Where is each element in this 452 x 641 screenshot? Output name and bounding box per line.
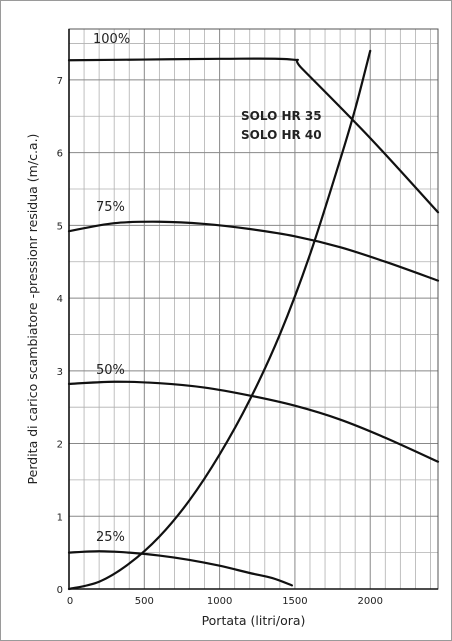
grid	[68, 29, 438, 590]
y-tick-label: 0	[57, 585, 63, 596]
curve-label-100pct: 100%	[93, 32, 130, 47]
curve-50pct	[67, 380, 440, 463]
y-tick-label: 4	[57, 294, 63, 305]
y-axis-title: Perdita di carico scambiatore -pressionr…	[25, 134, 40, 485]
curve-label-25pct: 25%	[96, 530, 125, 545]
x-tick-label: 2000	[357, 596, 382, 607]
model-label-hr40: SOLO HR 40	[241, 128, 322, 142]
x-tick-label: 500	[135, 596, 154, 607]
x-axis-title: Portata (litri/ora)	[202, 613, 306, 628]
curve-system	[67, 49, 372, 591]
y-tick-label: 3	[57, 367, 63, 378]
y-tick-label: 6	[57, 149, 63, 160]
curve-label-75pct: 75%	[96, 200, 125, 215]
x-tick-label: 1000	[207, 596, 232, 607]
model-label-hr35: SOLO HR 35	[241, 109, 322, 123]
curve-75pct	[67, 220, 440, 282]
curves	[67, 49, 440, 591]
x-tick-label: 1500	[282, 596, 307, 607]
axes	[68, 28, 439, 590]
curve-label-50pct: 50%	[96, 363, 125, 378]
y-tick-label: 1	[57, 512, 63, 523]
y-tick-label: 2	[57, 440, 63, 451]
labels: Perdita di carico scambiatore -pressionr…	[25, 32, 383, 628]
curve-100pct	[67, 57, 440, 214]
y-tick-label: 7	[57, 76, 63, 87]
y-tick-label: 5	[57, 221, 63, 232]
curve-25pct	[67, 550, 294, 587]
x-tick-label: 0	[67, 596, 73, 607]
